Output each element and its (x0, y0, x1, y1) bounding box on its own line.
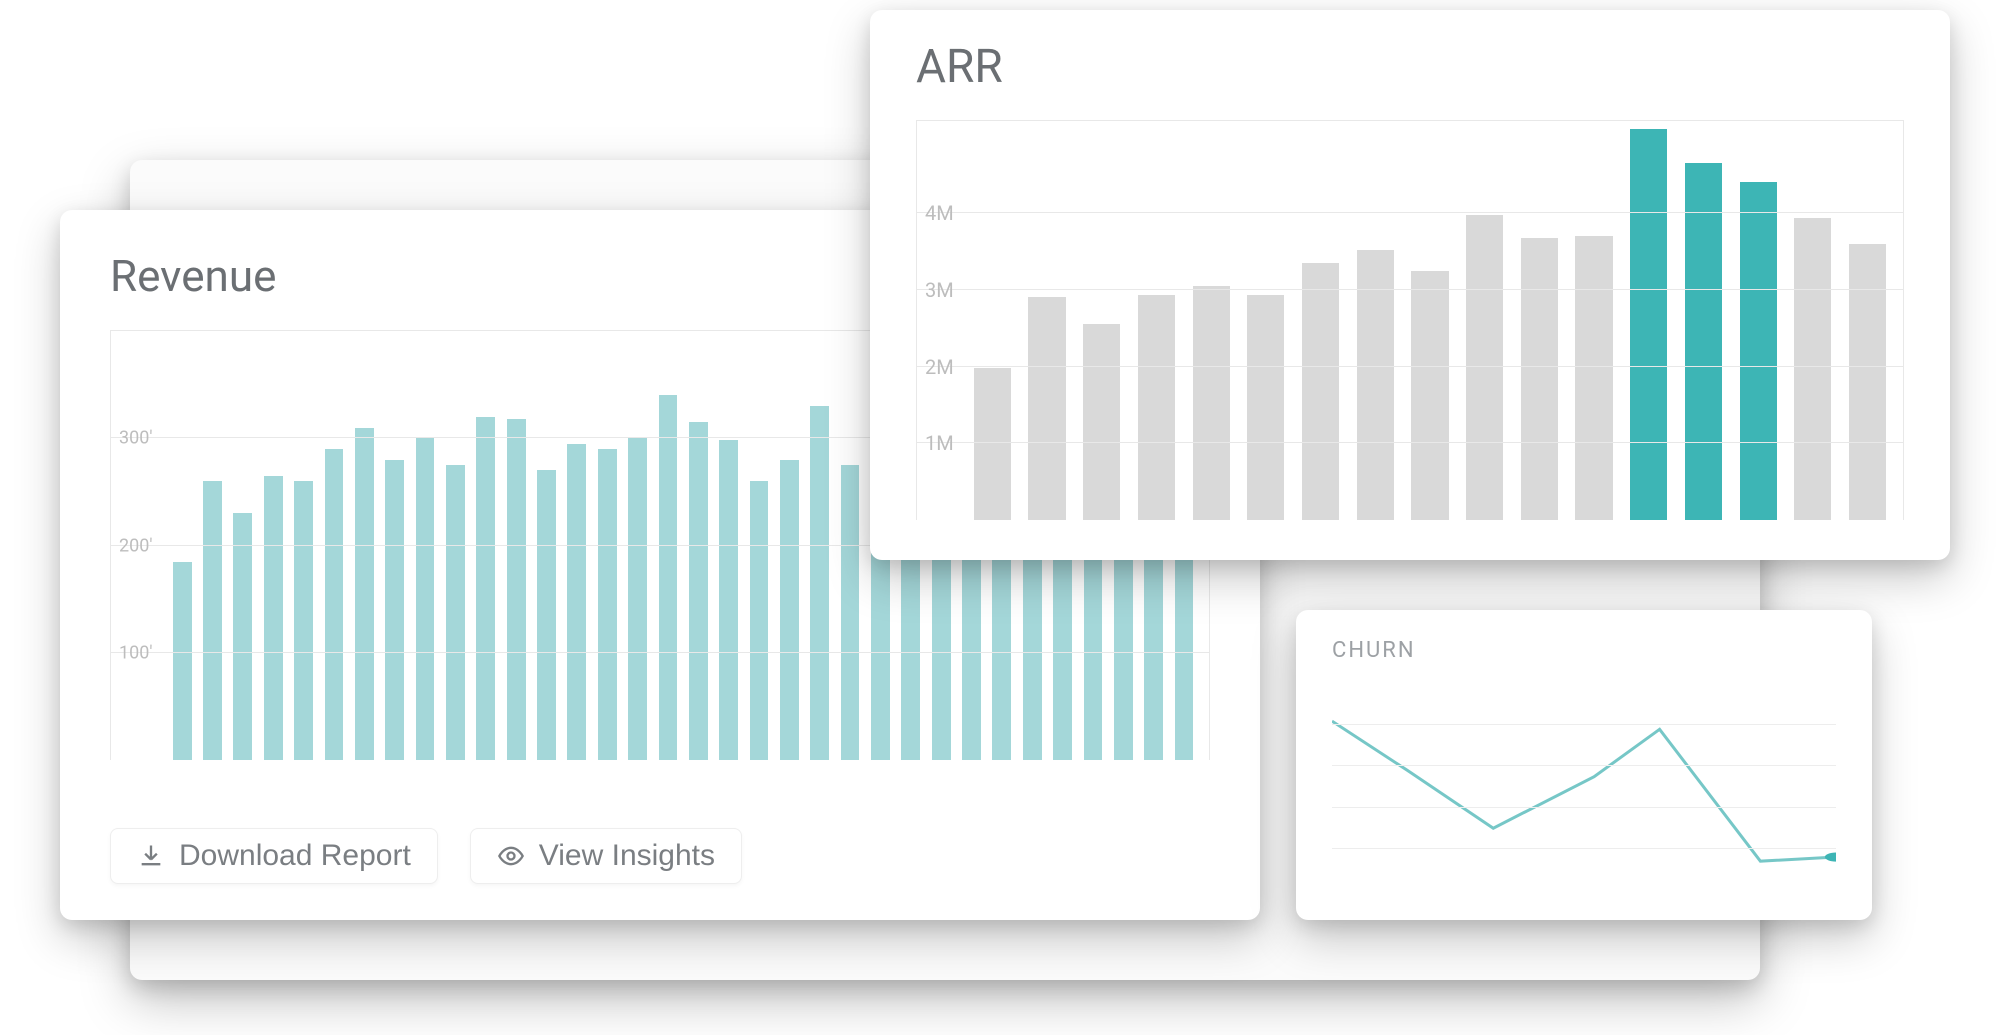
revenue-bar (507, 419, 526, 760)
arr-bar (1357, 250, 1394, 520)
revenue-bar (173, 562, 192, 760)
arr-bar (1849, 244, 1886, 520)
revenue-bar (810, 406, 829, 760)
revenue-bar (841, 465, 860, 760)
churn-card: CHURN (1296, 610, 1872, 920)
revenue-bar (264, 476, 283, 760)
revenue-bar (628, 438, 647, 760)
revenue-bar (780, 460, 799, 760)
revenue-bar (719, 440, 738, 760)
revenue-bar (659, 395, 678, 760)
arr-bar (1794, 218, 1831, 520)
arr-bar (1247, 295, 1284, 520)
revenue-gridline (111, 652, 1209, 653)
arr-ytick-label: 1M (925, 431, 954, 455)
arr-gridline (917, 366, 1903, 367)
arr-bar (1466, 215, 1503, 520)
arr-gridline (917, 442, 1903, 443)
revenue-ytick-label: 200' (119, 535, 153, 556)
revenue-bar (294, 481, 313, 760)
arr-card: ARR 1M 2M 3M 4M (870, 10, 1950, 560)
arr-bar (1685, 163, 1722, 520)
revenue-bar (416, 438, 435, 760)
arr-bar (1083, 324, 1120, 520)
arr-gridline (917, 212, 1903, 213)
view-insights-label: View Insights (539, 839, 715, 873)
arr-bar (974, 368, 1011, 520)
revenue-bar (203, 481, 222, 760)
revenue-ytick-label: 300' (119, 428, 153, 449)
churn-end-marker (1825, 853, 1836, 862)
revenue-bar (567, 444, 586, 760)
arr-bar (1193, 286, 1230, 520)
download-report-button[interactable]: Download Report (110, 828, 438, 884)
revenue-bar (233, 513, 252, 760)
revenue-bar (689, 422, 708, 760)
revenue-bar (446, 465, 465, 760)
revenue-ytick-label: 100' (119, 642, 153, 663)
revenue-bar (598, 449, 617, 760)
churn-gridline (1332, 724, 1836, 725)
revenue-bar (385, 460, 404, 760)
arr-ytick-label: 4M (925, 201, 954, 225)
arr-bar (1740, 182, 1777, 520)
arr-bar (1575, 236, 1612, 520)
arr-bar (1521, 238, 1558, 520)
arr-gridline (917, 289, 1903, 290)
revenue-bar (476, 417, 495, 760)
eye-icon (497, 842, 525, 870)
revenue-bar (325, 449, 344, 760)
arr-ytick-label: 3M (925, 278, 954, 302)
revenue-bar (537, 470, 556, 760)
arr-title: ARR (870, 10, 1950, 94)
churn-title: CHURN (1296, 610, 1872, 663)
churn-gridline (1332, 848, 1836, 849)
view-insights-button[interactable]: View Insights (470, 828, 742, 884)
revenue-bar (750, 481, 769, 760)
arr-bar (1028, 297, 1065, 520)
arr-bar (1630, 129, 1667, 520)
arr-chart: 1M 2M 3M 4M (916, 120, 1904, 520)
download-icon (137, 842, 165, 870)
churn-chart (1332, 684, 1836, 890)
arr-bar (1411, 271, 1448, 520)
churn-line (1332, 721, 1836, 861)
arr-bar (1302, 263, 1339, 520)
revenue-bar (355, 428, 374, 760)
arr-ytick-label: 2M (925, 355, 954, 379)
arr-bar (1138, 295, 1175, 520)
churn-gridline (1332, 765, 1836, 766)
churn-gridline (1332, 807, 1836, 808)
download-report-label: Download Report (179, 839, 411, 873)
